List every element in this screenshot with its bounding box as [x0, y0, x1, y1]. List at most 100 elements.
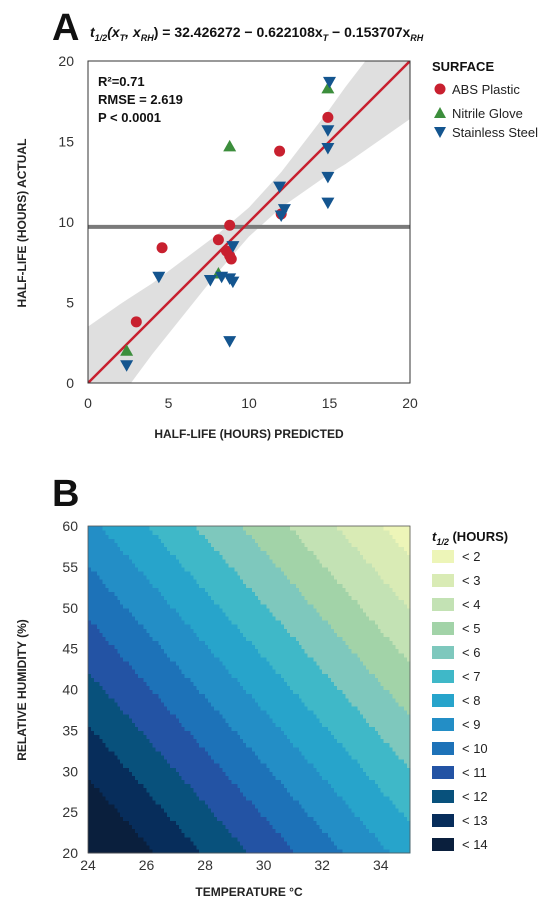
- heatmap-cell: [193, 816, 197, 821]
- heatmap-cell: [234, 750, 238, 756]
- heatmap-cell: [158, 558, 162, 564]
- heatmap-cell: [237, 791, 241, 797]
- heatmap-cell: [257, 591, 262, 597]
- heatmap-cell: [114, 783, 118, 789]
- heatmap-cell: [254, 656, 259, 662]
- heatmap-cell: [137, 799, 142, 805]
- heatmap-cell: [246, 591, 250, 597]
- heatmap-cell: [105, 742, 110, 748]
- heatmap-cell: [225, 673, 230, 678]
- heatmap-cell: [231, 591, 235, 597]
- heatmap-cell: [140, 791, 145, 797]
- heatmap-cell: [108, 648, 113, 654]
- heatmap-cell: [90, 705, 95, 711]
- heatmap-cell: [228, 685, 233, 691]
- heatmap-cell: [152, 526, 156, 531]
- heatmap-cell: [108, 566, 113, 572]
- heatmap-cell: [93, 730, 98, 736]
- heatmap-cell: [172, 808, 177, 813]
- heatmap-cell: [266, 701, 271, 707]
- heatmap-cell: [120, 750, 124, 756]
- heatmap-cell: [137, 677, 142, 682]
- heatmap-cell: [178, 660, 183, 666]
- heatmap-cell: [266, 693, 271, 699]
- heatmap-cell: [105, 799, 110, 805]
- heatmap-cell: [225, 730, 230, 736]
- heatmap-cell: [126, 595, 130, 601]
- heatmap-cell: [222, 587, 227, 592]
- heatmap-cell: [158, 697, 162, 703]
- heatmap-cell: [172, 734, 177, 740]
- heatmap-cell: [219, 791, 224, 797]
- heatmap-cell: [254, 546, 259, 552]
- heatmap-cell: [208, 742, 212, 748]
- heatmap-cell: [243, 754, 247, 760]
- heatmap-cell: [193, 734, 197, 740]
- heatmap-cell: [102, 681, 107, 687]
- heatmap-cell: [169, 546, 174, 552]
- heatmap-cell: [167, 693, 171, 699]
- heatmap-cell: [246, 620, 250, 625]
- heatmap-cell: [208, 579, 212, 584]
- heatmap-cell: [137, 754, 142, 760]
- heatmap-cell: [208, 656, 212, 662]
- heatmap-cell: [219, 812, 224, 817]
- heatmap-cell: [234, 562, 238, 568]
- heatmap-cell: [251, 775, 256, 781]
- heatmap-cell: [205, 763, 209, 768]
- heatmap-cell: [240, 840, 244, 846]
- heatmap-cell: [167, 550, 171, 556]
- heatmap-cell: [254, 791, 259, 797]
- heatmap-cell: [93, 546, 98, 552]
- heatmap-cell: [169, 816, 174, 821]
- heatmap-cell: [210, 783, 215, 789]
- heatmap-cell: [155, 803, 159, 809]
- heatmap-cell: [222, 615, 227, 621]
- heatmap-cell: [208, 599, 212, 605]
- heatmap-cell: [102, 632, 107, 637]
- heatmap-cell: [128, 538, 133, 543]
- heatmap-cell: [237, 673, 241, 678]
- heatmap-cell: [199, 603, 203, 609]
- heatmap-cell: [193, 718, 197, 723]
- heatmap-cell: [134, 664, 139, 670]
- heatmap-cell: [240, 620, 244, 625]
- heatmap-cell: [263, 640, 268, 646]
- heatmap-cell: [152, 542, 156, 548]
- heatmap-cell: [158, 738, 162, 744]
- heatmap-cell: [105, 599, 110, 605]
- heatmap-cell: [181, 554, 186, 560]
- heatmap-cell: [231, 812, 235, 817]
- heatmap-cell: [184, 681, 189, 687]
- heatmap-cell: [263, 628, 268, 633]
- heatmap-cell: [216, 583, 221, 588]
- heatmap-cell: [102, 828, 107, 834]
- heatmap-cell: [240, 570, 244, 576]
- heatmap-cell: [117, 566, 121, 572]
- heatmap-cell: [178, 656, 183, 662]
- heatmap-cell: [257, 808, 262, 813]
- heatmap-cell: [175, 705, 180, 711]
- heatmap-cell: [208, 677, 212, 682]
- heatmap-cell: [199, 538, 203, 543]
- heatmap-cell: [172, 673, 177, 678]
- heatmap-cell: [140, 542, 145, 548]
- heatmap-cell: [108, 734, 113, 740]
- heatmap-cell: [240, 709, 244, 715]
- heatmap-cell: [199, 775, 203, 781]
- heatmap-cell: [161, 566, 165, 572]
- heatmap-cell: [108, 791, 113, 797]
- heatmap-cell: [108, 746, 113, 752]
- heatmap-cell: [219, 538, 224, 543]
- heatmap-cell: [205, 685, 209, 691]
- heatmap-cell: [205, 599, 209, 605]
- heatmap-cell: [90, 558, 95, 564]
- heatmap-cell: [155, 726, 159, 731]
- heatmap-cell: [146, 587, 151, 592]
- heatmap-cell: [178, 587, 183, 592]
- heatmap-cell: [134, 722, 139, 727]
- heatmap-cell: [131, 538, 136, 543]
- heatmap-cell: [158, 648, 162, 654]
- heatmap-cell: [114, 828, 118, 834]
